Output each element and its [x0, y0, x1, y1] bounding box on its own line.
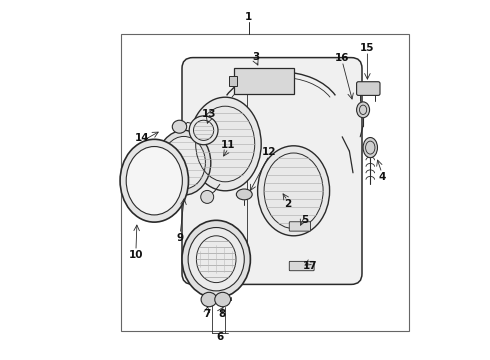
FancyBboxPatch shape: [357, 82, 380, 95]
Text: 14: 14: [135, 132, 149, 143]
Text: 11: 11: [221, 140, 236, 150]
Ellipse shape: [182, 220, 250, 298]
Ellipse shape: [189, 97, 261, 191]
Text: 15: 15: [360, 42, 375, 53]
Ellipse shape: [215, 292, 231, 307]
Text: 5: 5: [301, 215, 308, 225]
Text: 10: 10: [129, 250, 143, 260]
Text: 7: 7: [203, 309, 211, 319]
Text: 3: 3: [252, 52, 259, 62]
Text: 9: 9: [176, 233, 184, 243]
Ellipse shape: [188, 228, 245, 291]
Text: 17: 17: [303, 261, 318, 271]
Text: 16: 16: [335, 53, 349, 63]
Ellipse shape: [162, 136, 205, 189]
Text: 4: 4: [378, 172, 386, 182]
FancyBboxPatch shape: [289, 261, 314, 271]
Bar: [121, 34, 409, 331]
Ellipse shape: [236, 189, 252, 200]
Ellipse shape: [126, 147, 182, 215]
Text: 2: 2: [284, 199, 291, 210]
Text: 8: 8: [218, 309, 225, 319]
Text: 12: 12: [262, 147, 276, 157]
Ellipse shape: [189, 116, 218, 145]
Bar: [229, 76, 237, 86]
Ellipse shape: [201, 190, 214, 203]
Text: 13: 13: [202, 109, 216, 120]
Ellipse shape: [172, 120, 187, 133]
FancyBboxPatch shape: [234, 68, 294, 94]
Ellipse shape: [258, 146, 330, 236]
Ellipse shape: [357, 102, 369, 118]
Ellipse shape: [157, 130, 211, 195]
Ellipse shape: [363, 138, 377, 158]
Ellipse shape: [120, 139, 189, 222]
Ellipse shape: [201, 292, 217, 307]
FancyBboxPatch shape: [182, 58, 362, 284]
Text: 6: 6: [216, 332, 223, 342]
FancyBboxPatch shape: [289, 222, 311, 231]
Text: 1: 1: [245, 12, 252, 22]
